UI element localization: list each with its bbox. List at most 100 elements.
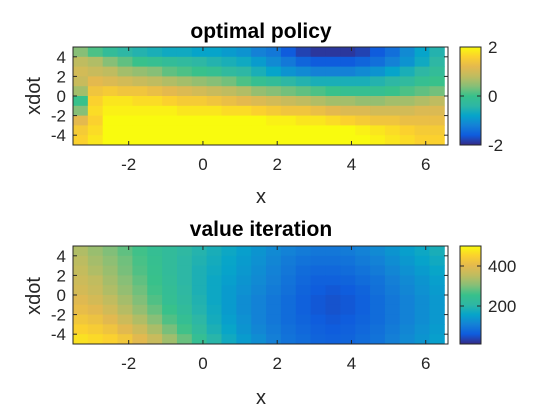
policy-heatmap-cell — [325, 105, 341, 117]
value-heatmap-cell — [102, 304, 119, 316]
value-x-tick-label: 4 — [347, 354, 356, 373]
value-heatmap-cell — [191, 275, 208, 286]
policy-heatmap-cell — [221, 66, 237, 77]
policy-heatmap-cell — [132, 76, 148, 87]
policy-heatmap-cell — [370, 56, 386, 68]
policy-heatmap-cell — [280, 86, 297, 97]
value-heatmap-cell — [236, 295, 252, 306]
value-heatmap-cell — [280, 246, 297, 257]
value-heatmap-cell — [132, 246, 148, 257]
policy-heatmap-cell — [384, 105, 401, 117]
value-heatmap-cell — [355, 324, 371, 335]
policy-heatmap-cell — [340, 76, 356, 87]
value-heatmap-cell — [325, 275, 341, 286]
value-heatmap-cell — [429, 265, 445, 276]
value-heatmap-cell — [162, 255, 178, 267]
value-heatmap-cell — [132, 275, 148, 286]
policy-heatmap-cell — [429, 56, 445, 68]
policy-heatmap-cell — [384, 115, 401, 126]
value-chart-title: value iteration — [190, 218, 332, 241]
value-heatmap-cell — [236, 334, 252, 345]
value-heatmap-cell — [117, 304, 133, 316]
policy-heatmap-cell — [147, 86, 163, 97]
value-heatmap-cell — [429, 304, 445, 316]
value-heatmap-cell — [206, 295, 223, 306]
value-heatmap-cell — [251, 246, 267, 257]
value-heatmap-cell — [310, 314, 326, 325]
value-heatmap-cell — [295, 334, 312, 345]
policy-heatmap-cell — [251, 56, 267, 68]
policy-heatmap-cell — [176, 86, 193, 97]
value-heatmap-cell — [206, 285, 223, 296]
policy-heatmap-cell — [191, 105, 208, 117]
value-heatmap-cell — [384, 255, 401, 267]
value-colorbar: 400 200 — [459, 245, 516, 345]
value-heatmap-cell — [399, 314, 416, 325]
value-heatmap-cell — [191, 304, 208, 316]
value-heatmap-cell — [295, 324, 312, 335]
policy-heatmap-cell — [295, 76, 312, 87]
value-heatmap-cell — [370, 275, 386, 286]
value-heatmap-cell — [147, 304, 163, 316]
policy-heatmap-cell — [325, 66, 341, 77]
value-heatmap-cell — [251, 304, 267, 316]
policy-heatmap-cell — [355, 96, 371, 107]
value-heatmap-cell — [191, 324, 208, 335]
value-heatmap-cell — [340, 314, 356, 325]
policy-heatmap-cell — [280, 56, 297, 68]
policy-heatmap-cell — [370, 115, 386, 126]
policy-heatmap-cell — [206, 135, 223, 146]
policy-colorbar: 2 0 -2 — [459, 38, 503, 155]
policy-heatmap-cell — [399, 47, 416, 58]
policy-heatmap-cell — [429, 76, 445, 87]
policy-heatmap-cell — [191, 86, 208, 97]
policy-heatmap-cell — [325, 125, 341, 136]
policy-heatmap-cell — [176, 96, 193, 107]
policy-y-axis-label: xdot — [23, 77, 45, 115]
value-heatmap-cell — [191, 334, 208, 345]
policy-heatmap-cell — [147, 105, 163, 117]
value-heatmap-cell — [236, 255, 252, 267]
policy-heatmap-cell — [221, 76, 237, 87]
value-heatmap-cell — [206, 246, 223, 257]
policy-x-tick-label: -2 — [121, 155, 136, 174]
value-heatmap-cell — [206, 314, 223, 325]
value-heatmap-cell — [310, 255, 326, 267]
policy-heatmap-cell — [325, 86, 341, 97]
policy-colorbar-tick-label: 0 — [488, 87, 497, 106]
value-heatmap-cell — [295, 285, 312, 296]
policy-heatmap-cell — [87, 125, 104, 136]
policy-y-tick-label: -2 — [51, 107, 66, 126]
policy-heatmap-cell — [147, 125, 163, 136]
value-heatmap-cell — [176, 246, 193, 257]
value-heatmap-cell — [147, 324, 163, 335]
policy-heatmap-cell — [206, 86, 223, 97]
policy-heatmap-cell — [355, 135, 371, 146]
policy-heatmap-cell — [429, 135, 445, 146]
value-heatmap-cell — [280, 285, 297, 296]
value-heatmap-cell — [266, 314, 282, 325]
value-heatmap-cell — [251, 314, 267, 325]
policy-heatmap-cell — [280, 66, 297, 77]
value-heatmap-cell — [206, 275, 223, 286]
policy-heatmap-cell — [429, 105, 445, 117]
value-colorbar-tick-label: 400 — [488, 257, 516, 276]
value-y-tick-label: -4 — [51, 325, 66, 344]
policy-heatmap-cell — [117, 86, 133, 97]
policy-heatmap-cell — [384, 56, 401, 68]
policy-heatmap-cell — [266, 76, 282, 87]
value-heatmap-cell — [102, 295, 119, 306]
policy-heatmap-cell — [384, 135, 401, 146]
policy-heatmap-cell — [280, 76, 297, 87]
value-heatmap-cell — [310, 304, 326, 316]
value-heatmap-cell — [251, 334, 267, 345]
policy-heatmap-cell — [147, 96, 163, 107]
value-heatmap-cell — [355, 246, 371, 257]
value-heatmap-cell — [221, 314, 237, 325]
value-heatmap-cell — [132, 304, 148, 316]
value-heatmap-cell — [429, 324, 445, 335]
policy-heatmap-cell — [117, 115, 133, 126]
value-heatmap-cell — [295, 255, 312, 267]
value-heatmap-cell — [221, 295, 237, 306]
